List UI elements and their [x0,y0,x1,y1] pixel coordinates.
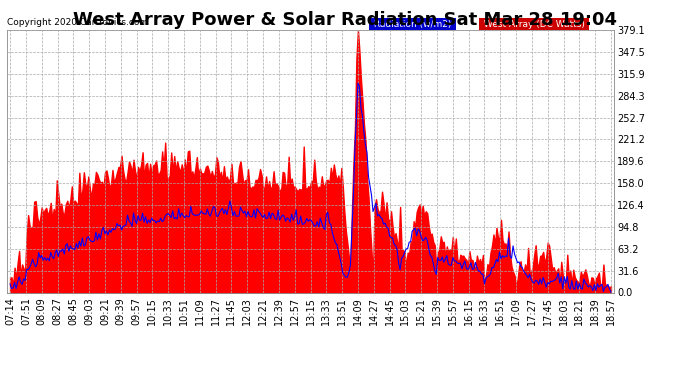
Text: Radiation (w/m2): Radiation (w/m2) [371,20,455,29]
Text: Copyright 2020 Cartronics.com: Copyright 2020 Cartronics.com [7,18,148,27]
Text: West Array Power & Solar Radiation Sat Mar 28 19:04: West Array Power & Solar Radiation Sat M… [73,11,617,29]
Text: West Array (DC Watts): West Array (DC Watts) [480,20,587,29]
